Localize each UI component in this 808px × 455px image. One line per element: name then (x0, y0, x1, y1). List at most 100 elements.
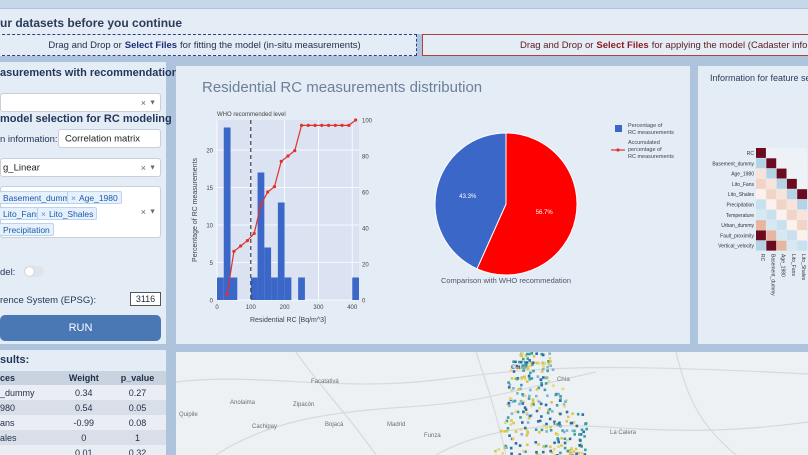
map-data-point (507, 381, 510, 384)
cumulative-point (320, 123, 324, 127)
map-data-point (547, 362, 551, 366)
map-data-point (546, 411, 550, 415)
map-data-point (542, 424, 546, 428)
feature-chip[interactable]: × Lito_Shales (37, 207, 98, 220)
top-strip (0, 0, 808, 8)
y2-tick-label: 20 (362, 263, 369, 269)
map-data-point (529, 388, 532, 392)
features-multiselect[interactable]: Basement_dummy × Age_1980 Lito_Fans × Lito… (0, 186, 161, 238)
map-data-point (556, 423, 560, 426)
map-data-point (532, 354, 536, 358)
map-data-point (545, 430, 548, 433)
map-data-point (541, 362, 545, 365)
map-data-point (537, 361, 541, 365)
map-data-point (528, 394, 531, 398)
map-data-point (546, 394, 549, 398)
map-data-point (512, 387, 515, 390)
upload-banner (0, 9, 808, 34)
map-data-point (566, 449, 570, 453)
clear-icon[interactable]: × (140, 207, 146, 217)
map-data-point (522, 410, 525, 414)
feature-chip[interactable]: Precipitation (0, 223, 54, 236)
heatmap-cell (786, 240, 797, 251)
heatmap-row-label: Fault_proximity (720, 233, 754, 239)
map-data-point (524, 364, 527, 367)
map-data-point (544, 403, 548, 407)
map-data-point (540, 383, 544, 387)
map-data-point (510, 412, 514, 415)
epsg-input[interactable]: 3116 (130, 292, 161, 306)
map-data-point (548, 417, 552, 421)
upload-fit-dropzone[interactable]: Drag and Drop or Select Files for fittin… (0, 34, 417, 56)
heatmap-cell (797, 178, 808, 189)
map-data-point (541, 367, 545, 371)
map-data-point (578, 433, 581, 436)
map-data-point (510, 365, 514, 369)
map-data-point (568, 452, 572, 455)
clear-icon[interactable]: × (140, 97, 146, 108)
map-data-point (551, 368, 555, 372)
chevron-down-icon[interactable]: ▼ (149, 164, 156, 171)
heatmap-cell (797, 199, 808, 210)
map-data-point (546, 369, 549, 373)
cumulative-point (225, 293, 229, 297)
cumulative-point (266, 190, 270, 194)
map-data-point (529, 361, 533, 365)
map-data-point (521, 364, 525, 367)
correlation-heatmap: RC Basement_dummy Age_1980 Lito_Fans Lito_Sh… (712, 148, 808, 296)
upload-fit-link[interactable]: Select Files (124, 39, 178, 51)
model-toggle[interactable] (24, 266, 44, 277)
map-data-point (532, 403, 535, 406)
map-data-point (549, 364, 553, 367)
map-data-point (525, 352, 529, 356)
upload-apply-link[interactable]: Select Files (596, 39, 649, 51)
map-data-point (551, 410, 554, 413)
model-select[interactable]: g_Linear × ▼ (0, 158, 161, 177)
heatmap-col-label: RC (759, 254, 765, 262)
map-view[interactable]: Facatativá Anolaima Zipacón Quipile Cach… (176, 352, 808, 455)
map-data-point (541, 353, 545, 357)
map-place-label: Facatativá (311, 379, 339, 385)
heatmap-row-label: Vertical_velocity (718, 244, 754, 250)
table-row: _dummy 0.34 0.27 (0, 385, 166, 400)
map-data-point (504, 421, 507, 425)
y-tick-label: 10 (206, 224, 213, 230)
heatmap-cell (797, 230, 808, 241)
heatmap-cell (786, 220, 797, 230)
map-data-point (540, 370, 544, 373)
y2-tick-label: 80 (362, 155, 369, 161)
map-data-point (536, 420, 540, 423)
map-data-point (584, 422, 587, 426)
map-data-point (569, 421, 573, 425)
dataset-select[interactable]: × ▼ (0, 93, 161, 112)
who-level-label: WHO recommended level (217, 112, 286, 118)
map-data-point (563, 441, 567, 445)
chevron-down-icon[interactable]: ▼ (149, 99, 156, 106)
cumulative-point (286, 154, 290, 158)
map-data-point (577, 451, 581, 455)
map-data-point (523, 426, 527, 430)
map-canvas[interactable] (176, 352, 808, 455)
correlation-select[interactable]: Correlation matrix (58, 129, 161, 148)
map-data-point (510, 389, 513, 392)
map-data-point (520, 421, 524, 424)
map-data-point (543, 388, 547, 392)
map-data-point (523, 361, 527, 364)
map-data-point (540, 381, 543, 385)
upload-apply-dropzone[interactable]: Drag and Drop or Select Files for applyi… (422, 34, 808, 56)
map-data-point (536, 375, 540, 378)
table-row: ans -0.99 0.08 (0, 415, 166, 430)
heatmap-cell (776, 158, 787, 169)
clear-icon[interactable]: × (140, 162, 146, 173)
cumulative-point (354, 118, 358, 122)
cumulative-point (326, 123, 331, 127)
heatmap-cell (776, 220, 787, 230)
run-button[interactable]: RUN (0, 315, 161, 341)
chevron-down-icon[interactable]: ▼ (149, 208, 156, 216)
results-table: ces Weight p_value _dummy 0.34 0.27 980 0.5… (0, 371, 166, 455)
map-data-point (560, 436, 564, 440)
heatmap-cell (797, 158, 808, 169)
feature-chip[interactable]: × Age_1980 (67, 191, 122, 204)
map-data-point (509, 369, 513, 372)
